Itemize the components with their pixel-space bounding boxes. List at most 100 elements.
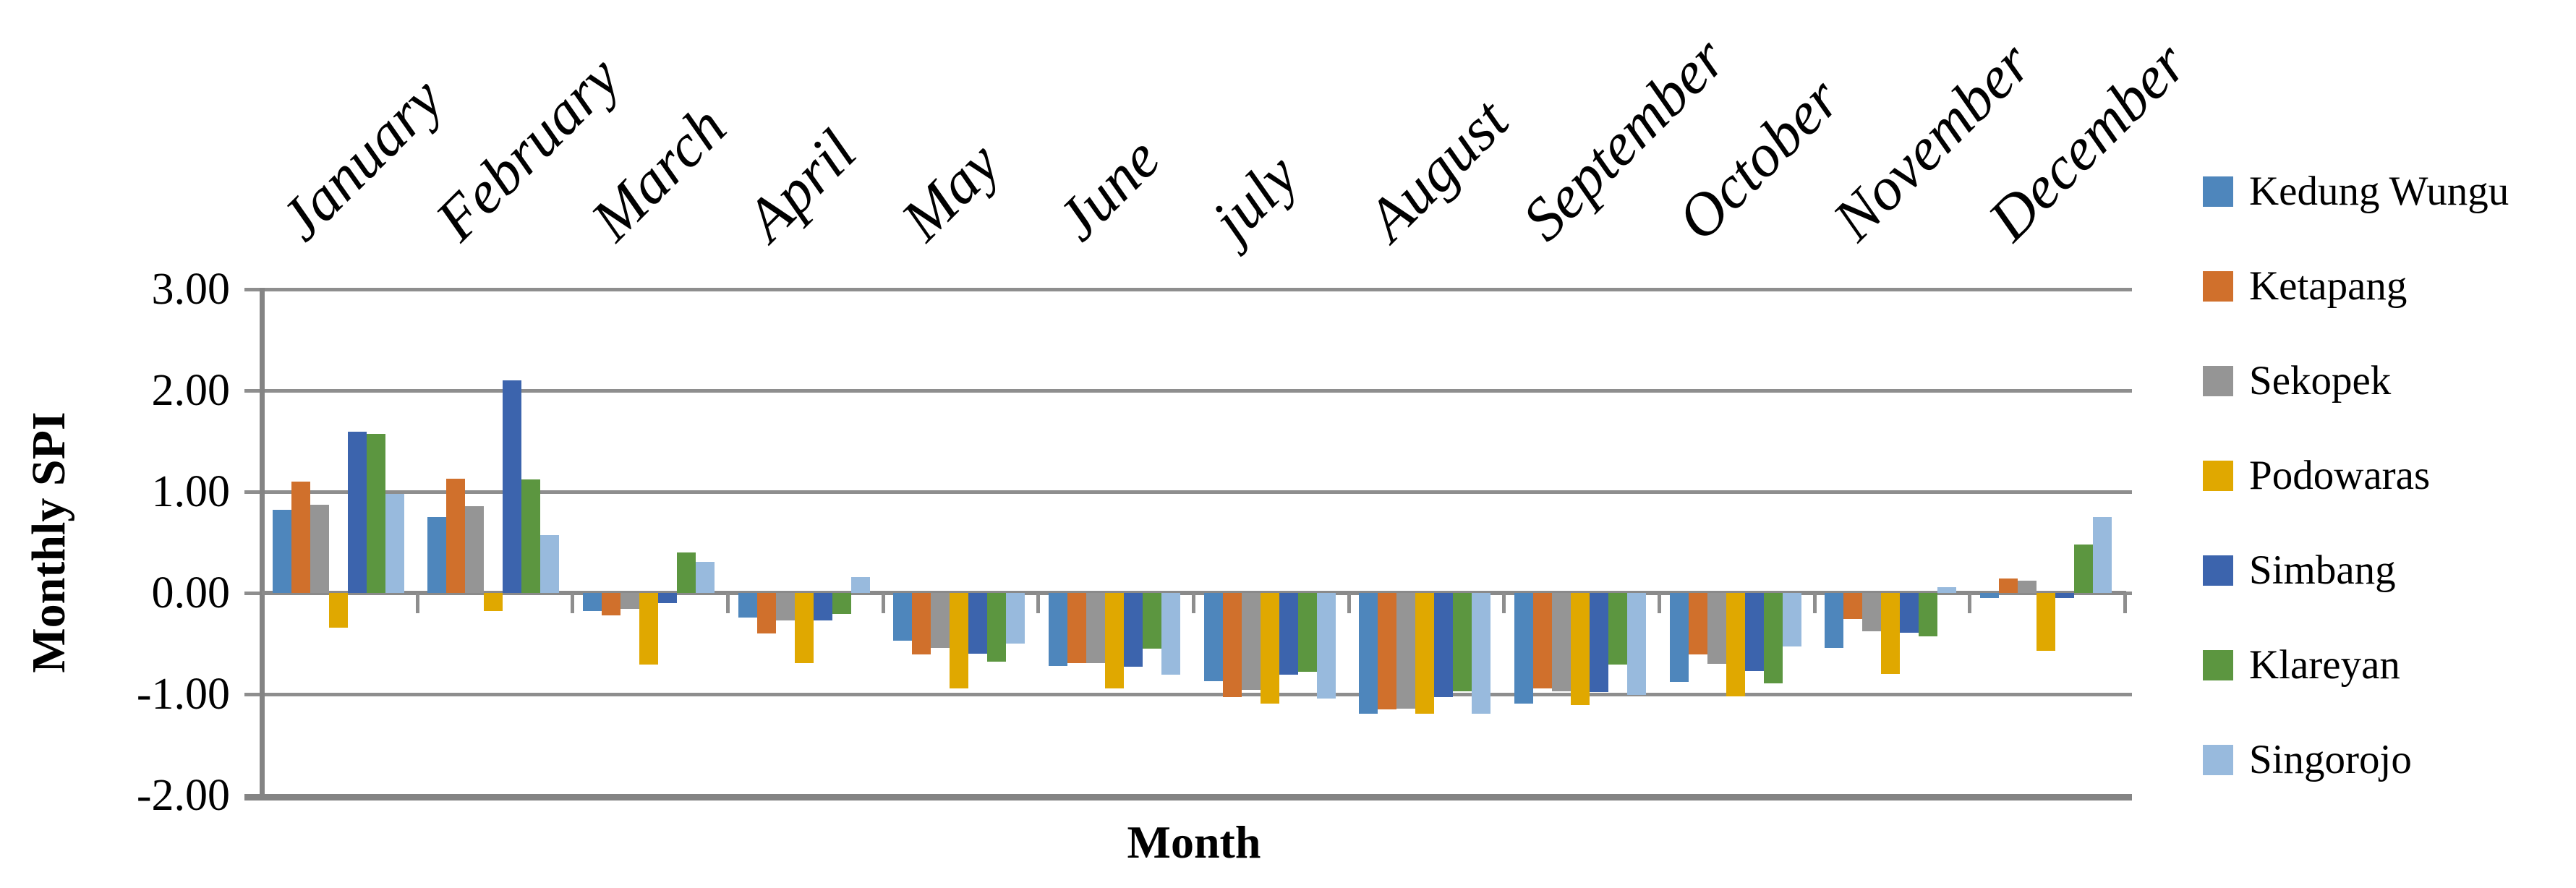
bar-kedung-wungu-december — [1979, 593, 1999, 598]
bar-sekopek-july — [1241, 593, 1261, 691]
x-category-label-may: May — [888, 129, 1013, 254]
bar-klareyan-july — [1297, 593, 1317, 673]
bar-singorojo-april — [850, 576, 870, 593]
bar-kedung-wungu-september — [1514, 593, 1533, 704]
bar-singorojo-november — [1937, 586, 1957, 593]
category-tick — [571, 593, 575, 613]
category-tick — [415, 593, 419, 613]
legend-item-kedung-wungu: Kedung Wungu — [2203, 166, 2509, 217]
legend-item-ketapang: Ketapang — [2203, 261, 2407, 312]
bar-sekopek-september — [1551, 593, 1571, 691]
bar-singorojo-may — [1006, 593, 1025, 644]
bar-podowaras-august — [1415, 593, 1435, 714]
bar-ketapang-may — [912, 593, 931, 655]
legend-swatch-icon — [2203, 176, 2233, 207]
y-tick-label: 3.00 — [151, 265, 231, 314]
bar-ketapang-april — [756, 593, 776, 633]
bar-ketapang-july — [1222, 593, 1242, 698]
legend-item-sekopek: Sekopek — [2203, 356, 2391, 406]
bar-singorojo-september — [1626, 593, 1646, 696]
bar-ketapang-june — [1067, 593, 1086, 663]
bar-ketapang-december — [1998, 579, 2018, 593]
bar-kedung-wungu-november — [1825, 593, 1844, 648]
bar-podowaras-december — [2036, 593, 2055, 651]
bar-kedung-wungu-july — [1203, 593, 1223, 681]
bar-sekopek-june — [1086, 593, 1105, 663]
bar-simbang-october — [1744, 593, 1764, 671]
bar-klareyan-december — [2073, 544, 2093, 593]
bar-simbang-august — [1434, 593, 1454, 698]
category-tick — [1502, 593, 1506, 613]
bar-singorojo-march — [695, 561, 715, 593]
y-tick-label: 2.00 — [151, 366, 231, 415]
bar-ketapang-february — [446, 478, 466, 593]
legend-swatch-icon — [2203, 271, 2233, 302]
bar-podowaras-february — [484, 593, 503, 612]
legend-item-podowaras: Podowaras — [2203, 451, 2430, 501]
y-axis-line — [260, 288, 265, 801]
bar-sekopek-april — [775, 593, 795, 620]
category-tick — [1347, 593, 1351, 613]
legend-item-simbang: Simbang — [2203, 545, 2396, 596]
gridline — [244, 288, 2132, 291]
category-tick — [1036, 593, 1041, 613]
legend-swatch-icon — [2203, 745, 2233, 775]
bar-singorojo-december — [2092, 517, 2112, 593]
bar-podowaras-march — [639, 593, 658, 665]
bar-podowaras-october — [1726, 593, 1745, 696]
category-tick — [1658, 593, 1661, 613]
bar-klareyan-april — [832, 593, 851, 615]
bar-klareyan-february — [521, 479, 541, 593]
y-tick-label: -1.00 — [136, 670, 230, 719]
bar-simbang-may — [968, 593, 988, 654]
bar-simbang-march — [657, 593, 677, 603]
bar-kedung-wungu-january — [272, 510, 291, 593]
bar-simbang-november — [1900, 593, 1919, 633]
legend-label: Singorojo — [2249, 737, 2412, 782]
bar-podowaras-april — [794, 593, 814, 663]
bar-podowaras-july — [1260, 593, 1279, 704]
bar-klareyan-may — [987, 593, 1007, 662]
bar-simbang-july — [1279, 593, 1298, 675]
bar-singorojo-july — [1316, 593, 1336, 699]
bar-singorojo-october — [1782, 593, 1801, 647]
category-tick — [1968, 593, 1972, 613]
bar-klareyan-october — [1763, 593, 1783, 683]
y-axis-title: Monthly SPI — [22, 411, 75, 673]
y-tick-label: 1.00 — [151, 467, 231, 516]
bar-podowaras-june — [1104, 593, 1124, 688]
bar-kedung-wungu-may — [893, 593, 913, 641]
bar-ketapang-september — [1532, 593, 1552, 688]
category-tick — [1192, 593, 1195, 613]
gridline — [244, 389, 2132, 393]
bar-simbang-april — [813, 593, 832, 620]
category-tick — [881, 593, 885, 613]
legend-swatch-icon — [2203, 555, 2233, 586]
bar-ketapang-october — [1688, 593, 1707, 655]
y-tick-label: 0.00 — [151, 568, 231, 618]
bar-singorojo-august — [1472, 593, 1491, 714]
bar-ketapang-august — [1378, 593, 1397, 709]
bar-ketapang-november — [1843, 593, 1863, 620]
bar-singorojo-january — [385, 493, 404, 593]
y-tick-label: -2.00 — [136, 771, 230, 820]
bar-kedung-wungu-march — [582, 593, 602, 612]
bar-sekopek-november — [1862, 593, 1882, 632]
bar-podowaras-may — [950, 593, 969, 688]
legend-label: Podowaras — [2249, 453, 2431, 498]
gridline — [244, 490, 2132, 494]
legend-item-klareyan: Klareyan — [2203, 640, 2400, 691]
bar-klareyan-june — [1142, 593, 1161, 649]
bar-ketapang-march — [601, 593, 620, 615]
bar-ketapang-january — [291, 482, 310, 593]
bar-sekopek-december — [2017, 581, 2037, 593]
bar-sekopek-january — [310, 505, 329, 593]
x-category-label-august: August — [1354, 86, 1522, 254]
bar-kedung-wungu-october — [1669, 593, 1689, 683]
bar-sekopek-march — [620, 593, 639, 610]
x-category-label-april: April — [733, 117, 870, 254]
category-tick — [726, 593, 730, 613]
bar-klareyan-march — [676, 552, 696, 593]
